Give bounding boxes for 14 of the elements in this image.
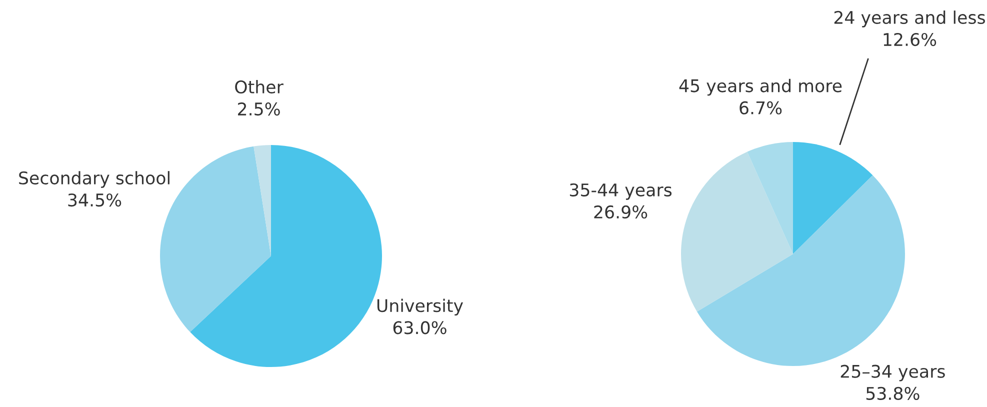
slice-label: 45 years and more xyxy=(679,78,842,96)
data-label: 12.6% xyxy=(884,32,936,46)
slice-label: 25–34 years xyxy=(840,364,945,382)
data-label: 63.0% xyxy=(393,321,446,334)
data-label: 53.8% xyxy=(866,386,920,400)
slice-label: 24 years and less xyxy=(834,10,985,28)
data-label: 26.9% xyxy=(594,205,648,219)
slice-label: Other xyxy=(235,80,284,94)
data-label: 6.7% xyxy=(740,101,782,114)
data-label: 2.5% xyxy=(238,102,280,116)
data-label: 34.5% xyxy=(68,193,122,207)
slice-label: Secondary school xyxy=(19,171,170,188)
slice-label: University xyxy=(377,298,464,316)
slice-label: 35-44 years xyxy=(570,183,672,200)
